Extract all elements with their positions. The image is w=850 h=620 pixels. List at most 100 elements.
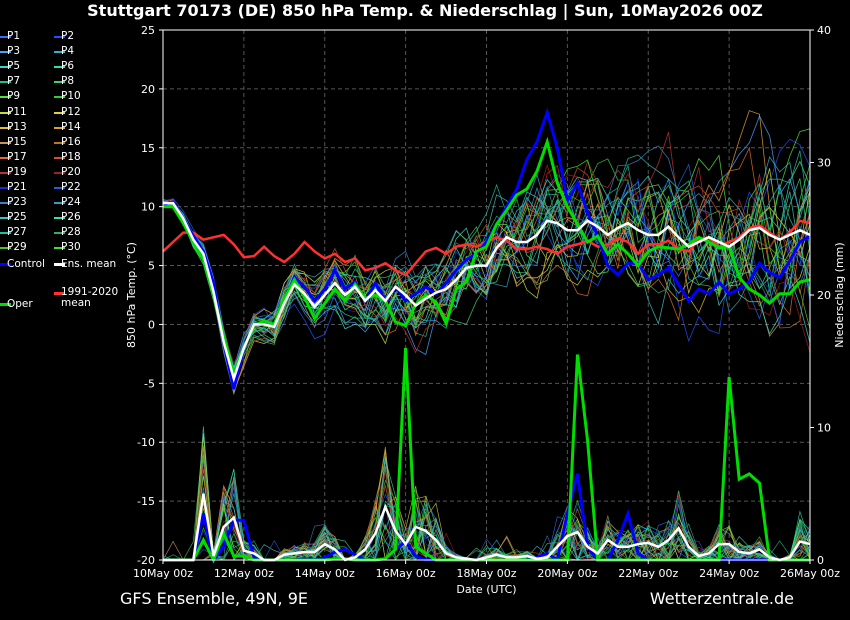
- legend-swatch: [0, 217, 11, 220]
- y2-tick-label: 30: [817, 157, 831, 170]
- x-axis-label: Date (UTC): [456, 583, 516, 596]
- legend-label: Oper: [7, 298, 33, 310]
- legend-label: P24: [61, 196, 81, 209]
- member-temp-line: [162, 182, 811, 377]
- y-tick-label: 10: [141, 201, 155, 214]
- legend-label: P14: [61, 120, 81, 133]
- x-tick-label: 20May 00z: [537, 567, 597, 580]
- legend-label: P8: [61, 75, 75, 88]
- legend-label: P16: [61, 135, 81, 148]
- legend-swatch: [0, 66, 11, 69]
- y-tick-label: -15: [137, 495, 155, 508]
- legend-label: P22: [61, 181, 81, 193]
- legend-swatch: [0, 141, 11, 144]
- y2-tick-label: 10: [817, 422, 831, 435]
- x-tick-label: 24May 00z: [699, 567, 759, 580]
- member-temp-line: [162, 191, 811, 374]
- legend-swatch: [0, 247, 11, 250]
- x-tick-label: 10May 00z: [133, 567, 193, 580]
- legend-swatch: [54, 202, 65, 205]
- legend-swatch: [54, 292, 65, 295]
- legend-swatch: [54, 141, 65, 144]
- legend-swatch: [54, 96, 65, 99]
- legend-swatch: [0, 51, 11, 54]
- tick-labels: -20 -15 -10 -5 0 5 10 15 20 25 0 10 20 30 40 10May 00z 1…: [125, 24, 846, 596]
- y-tick-label: 0: [148, 318, 155, 331]
- legend-swatch: [54, 111, 65, 114]
- legend-swatch: [54, 156, 65, 159]
- legend-label: P26: [61, 211, 81, 224]
- member-temp-line: [162, 128, 811, 372]
- legend-swatch: [0, 156, 11, 159]
- temp-line-oper: [163, 136, 811, 379]
- legend-label: P27: [7, 226, 27, 239]
- legend: P1 P2 P3 P4 P5 P6 P7 P8 P9 P10 P11 P12 P13 P14 P15 P16 P…: [0, 30, 128, 330]
- legend-swatch: [0, 187, 11, 189]
- y-tick-label: -10: [137, 436, 155, 449]
- plot-frame: [162, 29, 811, 561]
- y2-axis-label: Niederschlag (mm): [833, 242, 846, 347]
- chart-title: Stuttgart 70173 (DE) 850 hPa Temp. & Nie…: [87, 1, 763, 20]
- y-tick-label: 15: [141, 142, 155, 155]
- y2-tick-label: 40: [817, 24, 831, 37]
- footer-brand: Wetterzentrale.de: [649, 589, 794, 608]
- x-tick-label: 16May 00z: [376, 567, 436, 580]
- legend-swatch: [0, 126, 11, 129]
- legend-label: P30: [61, 241, 81, 254]
- legend-label: 1991-2020 mean: [61, 286, 119, 309]
- legend-swatch: [54, 126, 65, 129]
- legend-swatch: [54, 263, 65, 266]
- y-axis-label: 850 hPa Temp. (°C): [125, 242, 138, 348]
- member-temp-line: [162, 177, 811, 370]
- legend-swatch: [54, 217, 65, 220]
- member-temp-line: [162, 163, 811, 373]
- legend-label: P1: [7, 30, 21, 42]
- legend-swatch: [54, 232, 65, 235]
- legend-swatch: [0, 232, 11, 235]
- temp-line-ens-mean: [163, 201, 811, 383]
- legend-label: P4: [61, 45, 75, 58]
- legend-swatch: [0, 36, 11, 38]
- legend-label: P9: [7, 90, 21, 103]
- member-temp-line: [162, 178, 811, 389]
- legend-swatch: [0, 303, 11, 306]
- x-tick-label: 12May 00z: [214, 567, 274, 580]
- y-tick-label: 5: [148, 260, 155, 273]
- legend-swatch: [54, 81, 65, 84]
- legend-label: P28: [61, 226, 81, 239]
- member-temp-line: [162, 163, 811, 365]
- x-tick-label: 14May 00z: [295, 567, 355, 580]
- legend-label: P5: [7, 60, 21, 73]
- member-temp-line: [162, 175, 811, 383]
- legend-swatch: [0, 171, 11, 174]
- member-temp-line: [162, 155, 811, 382]
- y2-tick-label: 0: [817, 554, 824, 567]
- legend-label: P20: [61, 165, 81, 178]
- legend-swatch: [0, 263, 11, 266]
- legend-label: P3: [7, 45, 21, 58]
- y-tick-label: -20: [137, 554, 155, 567]
- y-tick-label: 25: [141, 24, 155, 37]
- legend-swatch: [54, 247, 65, 250]
- legend-label: P23: [7, 196, 27, 209]
- legend-swatch: [0, 202, 11, 205]
- member-temp-line: [162, 138, 811, 374]
- legend-swatch: [54, 171, 65, 174]
- legend-swatch: [54, 36, 65, 38]
- legend-swatch: [0, 96, 11, 99]
- legend-swatch: [54, 66, 65, 69]
- legend-label: P2: [61, 30, 75, 42]
- y-tick-label: -5: [144, 377, 155, 390]
- chart-axes: [159, 29, 814, 564]
- footer-source: GFS Ensemble, 49N, 9E: [120, 589, 308, 608]
- legend-swatch: [0, 81, 11, 84]
- legend-label: P19: [7, 165, 27, 178]
- legend-label: P10: [61, 90, 81, 103]
- x-tick-label: 26May 00z: [780, 567, 840, 580]
- legend-label: P6: [61, 60, 75, 73]
- legend-label: P21: [7, 181, 27, 193]
- x-tick-label: 18May 00z: [456, 567, 516, 580]
- legend-label: P18: [61, 150, 81, 163]
- legend-swatch: [0, 111, 11, 114]
